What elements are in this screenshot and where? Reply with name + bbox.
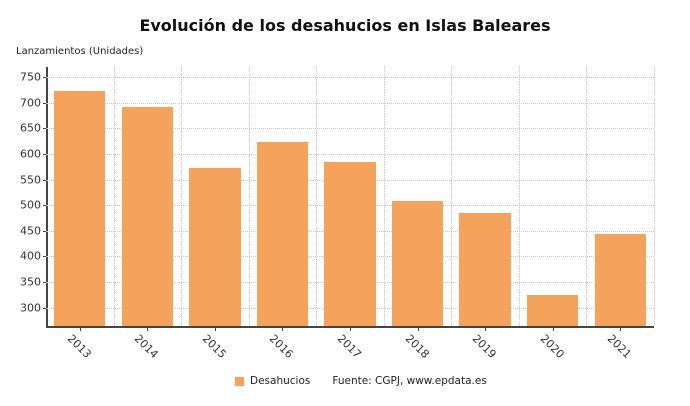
y-tick-mark — [43, 102, 46, 104]
y-axis-line — [46, 67, 48, 326]
bar-2020 — [526, 295, 579, 326]
bar-2019 — [459, 213, 511, 326]
y-tick-label: 400 — [20, 249, 41, 263]
y-tick-mark — [43, 230, 46, 232]
y-tick-mark — [43, 307, 46, 309]
plot-area — [43, 67, 655, 331]
bar-2021 — [594, 233, 646, 326]
y-axis-label: Lanzamientos (Unidades) — [16, 46, 144, 57]
legend-swatch-icon — [235, 376, 244, 386]
v-gridline — [451, 67, 453, 326]
x-tick-mark — [79, 327, 81, 331]
v-gridline — [654, 67, 655, 326]
y-tick-mark — [43, 179, 46, 181]
bar-2014 — [121, 106, 173, 326]
x-tick-label: 2018 — [402, 332, 432, 361]
x-tick-mark — [552, 327, 554, 331]
y-tick-mark — [43, 128, 46, 130]
h-gridline — [46, 77, 654, 79]
y-tick-mark — [43, 256, 46, 258]
x-tick-label: 2014 — [132, 332, 162, 361]
y-tick-mark — [43, 205, 46, 207]
x-tick-mark — [485, 327, 487, 331]
bar-2016 — [256, 141, 309, 326]
y-tick-label: 600 — [20, 147, 41, 161]
chart-title: Evolución de los desahucios en Islas Bal… — [139, 16, 551, 35]
y-tick-label: 500 — [20, 198, 41, 212]
v-gridline — [316, 67, 318, 326]
x-tick-label: 2016 — [267, 332, 297, 361]
y-tick-label: 650 — [20, 121, 41, 135]
x-tick-label: 2013 — [64, 332, 94, 361]
h-gridline — [46, 128, 654, 130]
x-tick-mark — [282, 327, 284, 331]
v-gridline — [113, 67, 115, 326]
v-gridline — [586, 67, 588, 326]
y-tick-mark — [43, 281, 46, 283]
y-tick-label: 550 — [20, 173, 41, 187]
x-tick-label: 2017 — [334, 332, 364, 361]
y-tick-label: 700 — [20, 96, 41, 110]
legend: Desahucios Fuente: CGPJ, www.epdata.es — [235, 375, 487, 387]
x-tick-mark — [214, 327, 216, 331]
v-gridline — [181, 67, 183, 326]
x-tick-mark — [620, 327, 622, 331]
y-tick-label: 750 — [20, 70, 41, 84]
y-tick-label: 450 — [20, 224, 41, 238]
legend-label: Desahucios — [250, 375, 311, 387]
x-tick-label: 2020 — [537, 332, 567, 361]
bar-2015 — [189, 168, 241, 326]
v-gridline — [383, 67, 385, 326]
bar-2013 — [54, 90, 106, 326]
y-tick-mark — [43, 154, 46, 156]
y-tick-label: 300 — [20, 301, 41, 315]
bar-2018 — [391, 201, 444, 326]
source-note: Fuente: CGPJ, www.epdata.es — [332, 375, 487, 387]
h-gridline — [46, 154, 654, 156]
bar-2017 — [324, 162, 376, 326]
x-tick-label: 2015 — [199, 332, 229, 361]
x-tick-mark — [350, 327, 351, 331]
h-gridline — [46, 102, 654, 104]
y-tick-mark — [43, 77, 46, 79]
y-tick-label: 350 — [20, 275, 41, 289]
v-gridline — [248, 67, 250, 326]
x-tick-label: 2021 — [605, 332, 635, 361]
v-gridline — [518, 67, 520, 326]
x-tick-label: 2019 — [469, 332, 499, 361]
x-tick-mark — [417, 327, 419, 331]
x-tick-mark — [147, 327, 149, 331]
